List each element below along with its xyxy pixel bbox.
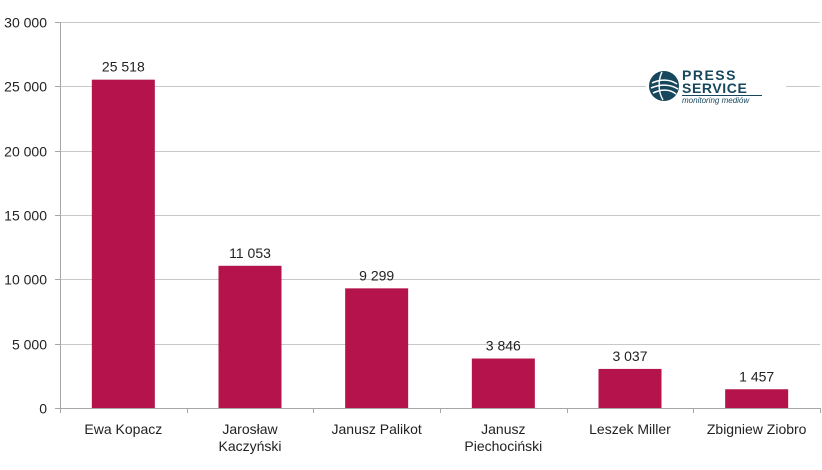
globe-icon: [649, 71, 679, 101]
y-tick-label: 0: [39, 401, 47, 417]
x-category-label: Zbigniew Ziobro: [707, 421, 807, 437]
x-category-label-line: Jarosław: [222, 421, 278, 437]
data-label: 1 457: [739, 368, 774, 384]
x-category-label-line: Piechociński: [464, 438, 542, 454]
x-category-label: Jarosław Kaczyński: [218, 421, 281, 454]
x-category-label: Leszek Miller: [589, 421, 671, 437]
data-label: 11 053: [229, 245, 271, 261]
x-category-label-line: Janusz: [481, 421, 525, 437]
data-label: 3 037: [612, 348, 647, 364]
gridlines: [60, 22, 820, 345]
y-tick-label: 15 000: [4, 208, 47, 224]
x-category-label-line: Zbigniew Ziobro: [707, 421, 807, 437]
y-tick-label: 5 000: [12, 337, 47, 353]
bar: [725, 389, 789, 408]
y-tick-label: 30 000: [4, 15, 47, 31]
logo-tagline: monitoring mediów: [682, 96, 750, 105]
x-category-label-line: Leszek Miller: [589, 421, 671, 437]
y-tick-label: 25 000: [4, 79, 47, 95]
y-tick-label: 10 000: [4, 272, 47, 288]
y-tick-label: 20 000: [4, 144, 47, 160]
data-label: 9 299: [359, 267, 394, 283]
bar: [598, 368, 662, 408]
logo-divider: [682, 95, 762, 96]
axes: [55, 22, 821, 413]
logo-text-press: PRESS: [682, 67, 737, 83]
x-category-label: Ewa Kopacz: [84, 421, 162, 437]
x-category-label-line: Kaczyński: [218, 438, 281, 454]
x-category-label: Janusz Piechociński: [464, 421, 542, 454]
x-category-label: Janusz Palikot: [332, 421, 422, 437]
press-service-logo: PRESS SERVICE monitoring mediów: [646, 68, 786, 108]
x-category-label-line: Ewa Kopacz: [84, 421, 162, 437]
bar: [91, 79, 155, 409]
labels: 0 5 000 10 000 15 000 20 000 25 000 30 000 25 5…: [4, 15, 807, 455]
bar: [471, 358, 535, 408]
data-label: 3 846: [486, 338, 521, 354]
data-label: 25 518: [102, 59, 145, 75]
bars: [91, 79, 789, 409]
logo-text-service: SERVICE: [682, 80, 748, 96]
bar: [218, 265, 282, 408]
bar: [345, 288, 409, 408]
x-category-label-line: Janusz Palikot: [332, 421, 422, 437]
